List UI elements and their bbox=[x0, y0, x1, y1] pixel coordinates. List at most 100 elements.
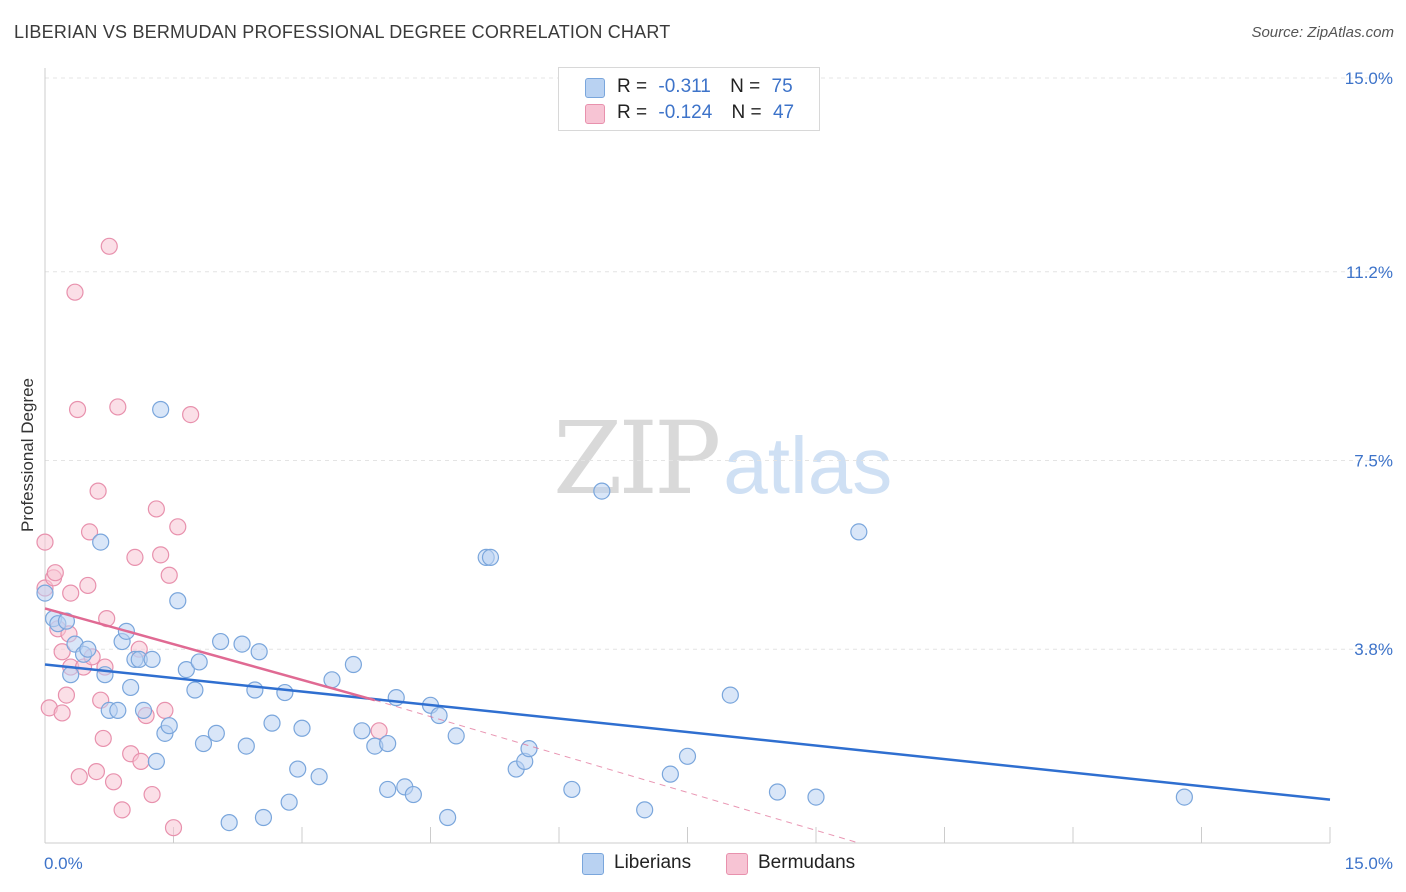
axes bbox=[44, 68, 1331, 844]
liberians-trend-line bbox=[44, 663, 1331, 801]
chart-title: LIBERIAN VS BERMUDAN PROFESSIONAL DEGREE… bbox=[14, 22, 671, 42]
y-tick-label: 11.2% bbox=[1346, 263, 1393, 282]
liberians-point bbox=[233, 635, 251, 653]
liberians-point bbox=[276, 683, 294, 702]
liberians-point bbox=[323, 671, 341, 689]
bermudans-point bbox=[182, 406, 200, 424]
source-credit: Source: ZipAtlas.com bbox=[1251, 24, 1394, 41]
legend-n-label: N = bbox=[731, 102, 762, 123]
bermudans-point bbox=[53, 704, 71, 722]
legend-text: R = -0.311 N = 75 bbox=[617, 76, 793, 98]
bermudans-point bbox=[79, 576, 97, 595]
liberians-point bbox=[850, 523, 868, 541]
liberians-point bbox=[194, 734, 213, 753]
liberians-point bbox=[439, 808, 457, 827]
liberians-point bbox=[36, 584, 54, 602]
liberians-point bbox=[212, 632, 230, 651]
liberians-point bbox=[186, 681, 204, 699]
liberians-point bbox=[344, 655, 362, 674]
bermudans-point bbox=[164, 819, 183, 837]
bermudans-point bbox=[169, 518, 187, 536]
liberians-point bbox=[447, 727, 465, 745]
grid-lines bbox=[45, 77, 1390, 650]
bermudans-point bbox=[104, 773, 123, 791]
bermudans-point bbox=[46, 564, 64, 582]
liberians-points bbox=[36, 400, 1193, 832]
bermudans-point bbox=[66, 283, 84, 301]
liberians-point bbox=[563, 780, 581, 799]
liberians-point bbox=[1175, 788, 1193, 806]
liberians-point bbox=[207, 724, 225, 742]
bermudans-point bbox=[156, 701, 174, 720]
legend-swatch-blue bbox=[585, 78, 605, 98]
liberians-point bbox=[122, 678, 140, 697]
tick-labels: 3.8% 7.5% 11.2% 15.0% 0.0% 15.0% bbox=[44, 69, 1393, 873]
bermudans-point bbox=[62, 584, 80, 602]
liberians-point bbox=[520, 740, 538, 758]
liberians-point bbox=[481, 548, 500, 567]
legend-text: R = -0.124 N = 47 bbox=[617, 102, 794, 124]
bermudans-point bbox=[113, 801, 131, 819]
liberians-point bbox=[147, 752, 165, 771]
bermudans-point bbox=[89, 482, 107, 500]
liberians-point bbox=[190, 653, 208, 671]
x-tick-label: 0.0% bbox=[44, 854, 83, 873]
legend-n-value: 47 bbox=[772, 102, 795, 123]
bermudans-point bbox=[87, 762, 106, 781]
liberians-point bbox=[160, 717, 178, 735]
bermudans-point bbox=[36, 533, 54, 551]
y-tick-label: 3.8% bbox=[1354, 640, 1393, 659]
liberians-point bbox=[92, 533, 110, 551]
y-tick-label: 15.0% bbox=[1345, 69, 1393, 88]
bermudans-trend-line bbox=[44, 607, 376, 702]
legend-r-label: R = bbox=[617, 102, 648, 123]
liberians-point bbox=[721, 686, 739, 704]
bermudans-point bbox=[70, 768, 88, 786]
y-tick-label: 7.5% bbox=[1354, 452, 1393, 471]
bermudans-swatch bbox=[726, 853, 748, 875]
liberians-point bbox=[807, 788, 825, 806]
legend-r-label: R = bbox=[617, 76, 648, 97]
liberians-point bbox=[143, 650, 161, 669]
liberians-point bbox=[263, 714, 281, 732]
liberians-point bbox=[109, 701, 127, 720]
liberians-label: Liberians bbox=[614, 852, 692, 873]
liberians-point bbox=[79, 640, 97, 658]
liberians-point bbox=[593, 482, 611, 500]
liberians-point bbox=[289, 760, 307, 778]
correlation-legend: R = -0.311 N = 75 R = -0.124 N = 47 bbox=[558, 67, 820, 131]
bermudans-point bbox=[53, 643, 71, 661]
liberians-point bbox=[62, 666, 80, 684]
liberians-point bbox=[430, 706, 448, 725]
liberians-point bbox=[134, 701, 153, 720]
legend-n-label: N = bbox=[730, 76, 761, 97]
liberians-point bbox=[379, 780, 397, 799]
bermudans-trend-extension bbox=[374, 699, 859, 844]
legend-n-value: 75 bbox=[771, 76, 793, 97]
liberians-point bbox=[250, 643, 268, 661]
bermudans-point bbox=[68, 400, 87, 419]
liberians-point bbox=[220, 813, 238, 832]
bermudans-point bbox=[147, 500, 165, 518]
bermudans-point bbox=[100, 237, 118, 255]
liberians-point bbox=[169, 592, 187, 610]
bermudans-point bbox=[126, 548, 144, 567]
bermudans-point bbox=[80, 523, 99, 541]
liberians-point bbox=[636, 801, 654, 819]
bermudans-point bbox=[109, 398, 127, 416]
x-tick-label: 15.0% bbox=[1345, 854, 1393, 873]
liberians-point bbox=[310, 768, 328, 786]
bermudans-point bbox=[57, 686, 76, 704]
liberians-point bbox=[404, 785, 422, 804]
liberians-point bbox=[280, 793, 298, 811]
liberians-point bbox=[152, 400, 170, 419]
legend-r-value: -0.124 bbox=[658, 102, 713, 123]
bermudans-points bbox=[36, 237, 388, 837]
bermudans-point bbox=[143, 785, 161, 804]
liberians-swatch bbox=[582, 853, 604, 875]
liberians-point bbox=[353, 722, 371, 740]
liberians-point bbox=[237, 737, 255, 755]
bermudans-point bbox=[160, 566, 178, 584]
liberians-point bbox=[678, 747, 697, 765]
liberians-point bbox=[177, 660, 195, 679]
